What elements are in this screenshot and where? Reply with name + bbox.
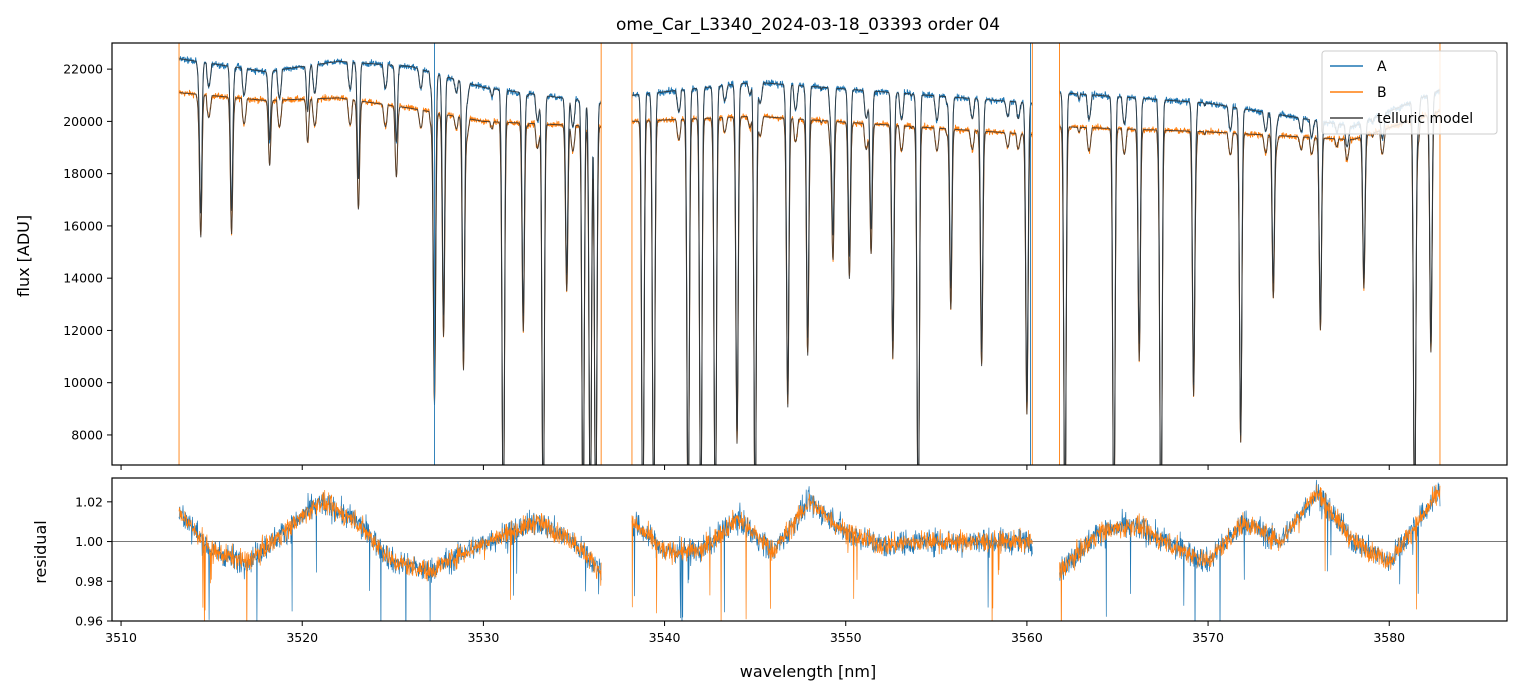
- flux-y-tick-label: 12000: [63, 323, 103, 338]
- residual-b-line: [631, 493, 1033, 621]
- flux-y-label: flux [ADU]: [14, 215, 33, 297]
- legend-box: [1321, 50, 1498, 135]
- residual-y-ticks: 0.96 0.98 1.00 1.02: [75, 494, 112, 629]
- flux-y-tick-label: 18000: [63, 166, 103, 181]
- flux-y-tick-label: 8000: [71, 427, 103, 442]
- residual-panel: 0.96 0.98 1.00 1.02 3510 3520 3530 3540 3550 356…: [31, 477, 1508, 681]
- flux-y-tick-label: 20000: [63, 114, 103, 129]
- residual-x-tick-label: 3580: [1373, 630, 1405, 645]
- series-b-line: [178, 89, 602, 465]
- flux-panel-frame: [111, 42, 1508, 466]
- residual-b-line: [1059, 484, 1441, 621]
- residual-x-tick-label: 3570: [1192, 630, 1224, 645]
- chart-title: ome_Car_L3340_2024-03-18_03393 order 04: [616, 15, 1000, 35]
- telluric-model-line-b: [632, 116, 1033, 465]
- flux-y-tick-label: 10000: [63, 375, 103, 390]
- residual-x-tick-label: 3540: [649, 630, 681, 645]
- residual-x-ticks: 3510 3520 3530 3540 3550 3560 3570 3580: [105, 621, 1405, 645]
- telluric-model-line-a: [179, 58, 602, 465]
- residual-x-tick-label: 3550: [830, 630, 862, 645]
- residual-x-tick-label: 3530: [467, 630, 499, 645]
- flux-y-tick-label: 14000: [63, 271, 103, 286]
- legend-label-telluric: telluric model: [1377, 111, 1473, 127]
- flux-panel: 800010000120001400016000180002000022000 …: [14, 42, 1508, 470]
- legend: A B telluric model: [1321, 50, 1498, 135]
- residual-y-tick-label: 1.00: [75, 534, 103, 549]
- residual-y-tick-label: 1.02: [75, 494, 103, 509]
- flux-y-tick-label: 16000: [63, 218, 103, 233]
- residual-x-tick-label: 3560: [1011, 630, 1043, 645]
- residual-y-tick-label: 0.96: [75, 614, 103, 629]
- residual-panel-frame: [111, 477, 1508, 622]
- residual-y-label: residual: [31, 520, 50, 583]
- residual-data-area: [112, 479, 1507, 621]
- residual-x-tick-label: 3520: [286, 630, 318, 645]
- legend-label-b: B: [1377, 85, 1387, 101]
- telluric-model-line-b: [178, 92, 602, 465]
- x-axis-label: wavelength [nm]: [740, 662, 877, 681]
- flux-x-ticks: [120, 465, 1390, 470]
- flux-y-ticks: 8000 10000 12000 14000 16000 18000 20000 22000: [63, 62, 112, 442]
- flux-y-tick-label: 22000: [63, 62, 103, 77]
- residual-b-line: [178, 489, 602, 621]
- flux-data-area: [178, 43, 1441, 465]
- residual-y-tick-label: 0.98: [75, 574, 103, 589]
- legend-label-a: A: [1377, 59, 1387, 75]
- residual-x-tick-label: 3510: [105, 630, 137, 645]
